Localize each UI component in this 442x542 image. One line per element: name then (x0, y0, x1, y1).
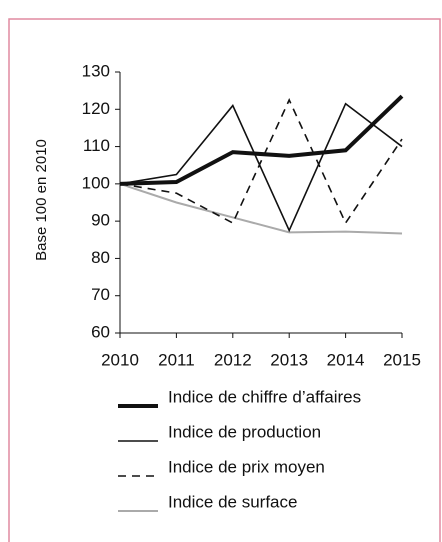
y-tick-label: 60 (91, 322, 110, 341)
legend-label: Indice de chiffre d’affaires (168, 387, 361, 406)
y-tick-label: 100 (82, 173, 110, 192)
legend-label: Indice de prix moyen (168, 457, 325, 476)
y-tick-label: 130 (82, 61, 110, 80)
series-line (119, 182, 403, 235)
x-tick-label: 2014 (327, 350, 365, 369)
y-axis-label: Base 100 en 2010 (33, 139, 50, 261)
series-line (119, 94, 404, 186)
x-tick-label: 2010 (101, 350, 139, 369)
legend-label: Indice de surface (168, 492, 297, 511)
legend-label: Indice de production (168, 422, 321, 441)
y-tick-label: 90 (91, 211, 110, 230)
y-tick-label: 110 (83, 136, 110, 155)
y-tick-label: 120 (82, 99, 110, 118)
y-tick-label: 70 (91, 285, 110, 304)
series-line (119, 102, 403, 233)
x-tick-label: 2013 (270, 350, 308, 369)
frame (8, 18, 441, 542)
x-tick-label: 2012 (214, 350, 252, 369)
x-tick-label: 2011 (158, 350, 195, 369)
series-line (119, 98, 403, 225)
y-tick-label: 80 (91, 248, 110, 267)
x-tick-label: 2015 (383, 350, 421, 369)
